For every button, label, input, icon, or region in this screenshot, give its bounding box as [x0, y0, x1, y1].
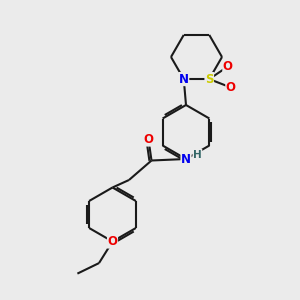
Text: O: O [107, 235, 118, 248]
Text: N: N [181, 152, 191, 166]
Text: O: O [143, 133, 154, 146]
Text: N: N [179, 73, 189, 85]
Text: S: S [205, 73, 214, 85]
Text: O: O [223, 60, 233, 73]
Text: O: O [226, 81, 236, 94]
Text: H: H [193, 149, 202, 160]
